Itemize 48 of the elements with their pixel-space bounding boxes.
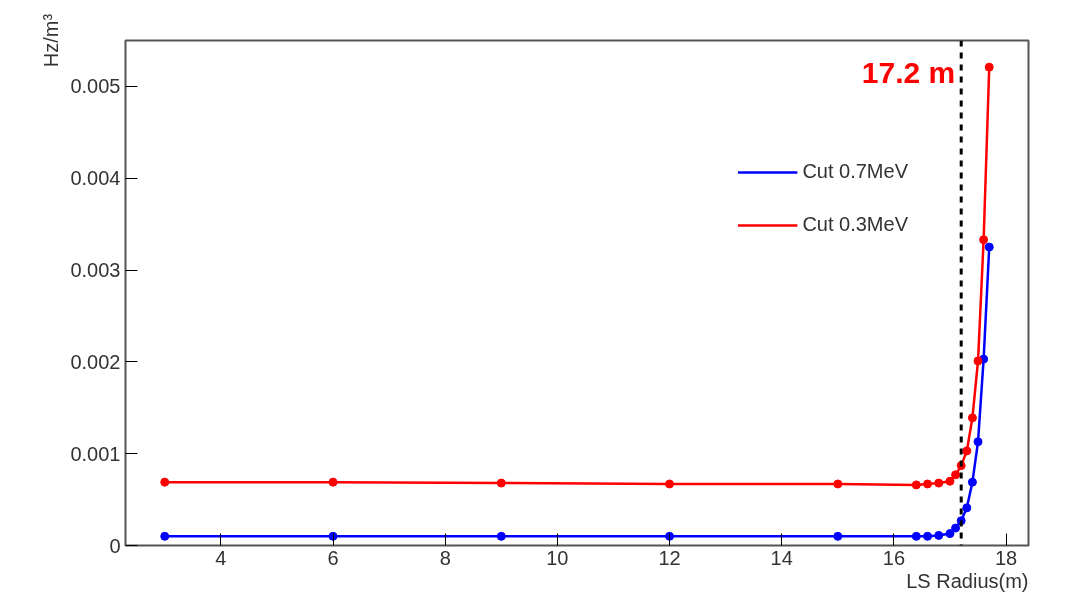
y-axis-title: Hz/m³ — [40, 13, 63, 68]
point — [984, 242, 994, 252]
y-tick-label: 0.005 — [70, 75, 121, 98]
point — [984, 62, 994, 72]
point — [496, 478, 506, 488]
point — [962, 503, 972, 513]
point — [934, 478, 944, 488]
x-axis-title: LS Radius(m) — [906, 569, 1029, 592]
point — [923, 531, 933, 541]
point — [496, 531, 506, 541]
point — [945, 476, 955, 486]
point — [328, 531, 338, 541]
x-tick-label: 10 — [546, 546, 569, 569]
point — [973, 356, 983, 366]
point — [973, 437, 983, 447]
point — [833, 531, 843, 541]
x-tick-label: 8 — [439, 546, 451, 569]
y-tick-label: 0 — [109, 534, 121, 557]
point — [967, 477, 977, 487]
legend-label: Cut 0.7MeV — [802, 160, 908, 183]
point — [945, 529, 955, 539]
x-tick-label: 4 — [215, 546, 227, 569]
ref-line-label: 17.2 m — [861, 55, 956, 89]
point — [934, 530, 944, 540]
point — [967, 413, 977, 423]
point — [665, 479, 675, 489]
point — [665, 531, 675, 541]
point — [923, 479, 933, 489]
point — [951, 523, 961, 533]
x-tick-label: 6 — [327, 546, 339, 569]
y-tick-label: 0.002 — [70, 350, 121, 373]
y-tick-label: 0.001 — [70, 442, 121, 465]
x-tick-label: 12 — [658, 546, 681, 569]
point — [951, 470, 961, 480]
y-tick-label: 0.004 — [70, 167, 121, 190]
x-tick-label: 16 — [882, 546, 906, 569]
point — [160, 531, 170, 541]
point — [328, 477, 338, 487]
y-tick-label: 0.003 — [70, 259, 121, 282]
point — [833, 479, 843, 489]
point — [160, 477, 170, 487]
point — [911, 480, 921, 490]
x-tick-label: 18 — [994, 546, 1018, 569]
point — [962, 446, 972, 456]
point — [979, 235, 989, 245]
x-tick-label: 14 — [770, 546, 793, 569]
legend-label: Cut 0.3MeV — [802, 213, 908, 236]
point — [911, 531, 921, 541]
